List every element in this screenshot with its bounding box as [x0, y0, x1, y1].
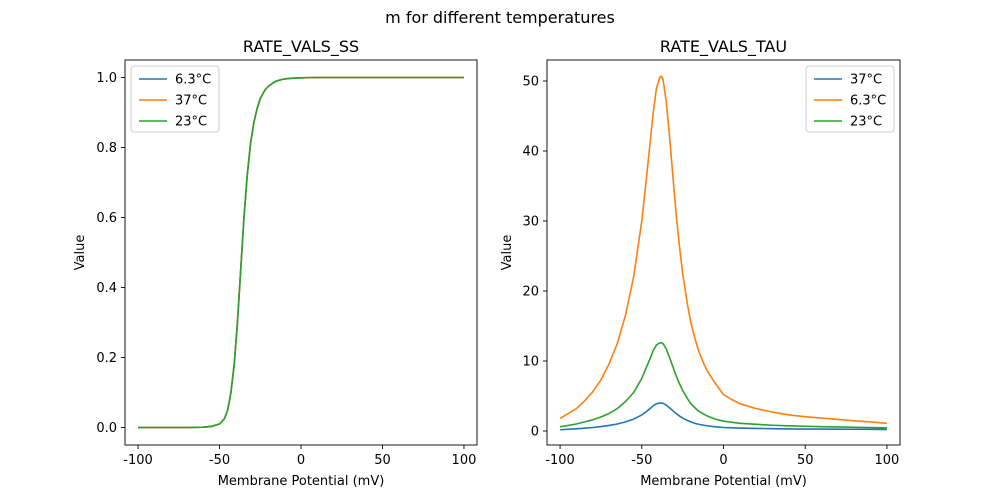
series-line-1: [559, 75, 887, 425]
legend-box: [130, 65, 220, 133]
x-tick-label: -100: [545, 453, 575, 468]
y-tick-label: 0.6: [96, 211, 117, 226]
y-tick-label: 10: [522, 355, 539, 370]
y-axis-label: Value: [73, 235, 88, 271]
legend-entry-0: 37°C: [850, 73, 882, 88]
x-tick-label: 50: [374, 453, 391, 468]
x-tick-label: 50: [797, 453, 814, 468]
plot-area: [138, 76, 464, 429]
legend: 37°C 6.3°C 23°C: [805, 65, 895, 133]
y-tick-label: 0.2: [96, 351, 117, 366]
legend-entry-1: 37°C: [175, 94, 207, 109]
x-tick-label: 0: [719, 453, 727, 468]
series-line-2: [138, 76, 464, 429]
x-tick-label: -50: [209, 453, 230, 468]
chart-title: RATE_VALS_SS: [243, 37, 359, 57]
legend-entry-0: 6.3°C: [175, 73, 211, 88]
chart-title: RATE_VALS_TAU: [660, 37, 787, 57]
series-line-2: [559, 341, 887, 429]
legend-entry-2: 23°C: [175, 115, 207, 130]
x-tick-label: 100: [875, 453, 900, 468]
x-tick-label: -50: [631, 453, 652, 468]
x-axis-label: Membrane Potential (mV): [640, 474, 807, 489]
x-tick-label: 0: [297, 453, 305, 468]
chart-tau: RATE_VALS_TAU -100 -50 0 50 100 0 10 20 30 40 50 Mem…: [500, 37, 901, 489]
figure-title: m for different temperatures: [385, 8, 615, 27]
y-tick-label: 30: [522, 215, 539, 230]
y-tick-label: 1.0: [96, 71, 117, 86]
y-tick-label: 20: [522, 285, 539, 300]
y-tick-label: 0.8: [96, 141, 117, 156]
y-axis-label: Value: [500, 235, 515, 271]
legend-entry-1: 6.3°C: [850, 94, 886, 109]
y-tick-label: 50: [522, 75, 539, 90]
legend: 6.3°C 37°C 23°C: [130, 65, 220, 133]
y-tick-label: 0.4: [96, 281, 117, 296]
y-tick-label: 0.0: [96, 421, 117, 436]
plot-area: [559, 75, 887, 431]
chart-ss: RATE_VALS_SS -100 -50 0 50 100 0.0 0.2 0.4 0.6 0.8…: [73, 37, 478, 489]
series-line-0: [560, 402, 887, 431]
y-tick-label: 40: [522, 145, 539, 160]
legend-entry-2: 23°C: [850, 115, 882, 130]
legend-box: [805, 65, 895, 133]
x-tick-label: 100: [452, 453, 477, 468]
y-tick-label: 0: [531, 425, 539, 440]
x-tick-label: -100: [123, 453, 153, 468]
x-axis-label: Membrane Potential (mV): [218, 474, 385, 489]
